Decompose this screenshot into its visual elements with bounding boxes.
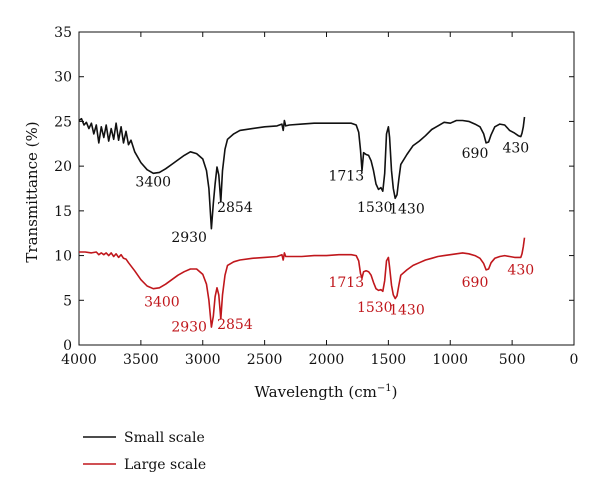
peak-label: 1430 bbox=[389, 303, 425, 319]
x-tick-label: 4000 bbox=[61, 352, 97, 368]
y-tick-label: 25 bbox=[54, 114, 72, 130]
x-tick-label: 2000 bbox=[309, 352, 345, 368]
x-tick-label: 500 bbox=[499, 352, 526, 368]
y-tick-label: 15 bbox=[54, 204, 72, 220]
peak-label: 430 bbox=[502, 141, 529, 157]
peak-label: 2930 bbox=[171, 230, 207, 246]
peak-label: 3400 bbox=[135, 175, 171, 191]
x-tick-label: 1500 bbox=[371, 352, 407, 368]
series-line-small-scale bbox=[78, 116, 526, 230]
y-tick-label: 30 bbox=[54, 70, 72, 86]
peak-label: 2930 bbox=[171, 320, 207, 336]
x-tick-label: 1000 bbox=[432, 352, 468, 368]
x-tick-label: 3000 bbox=[185, 352, 221, 368]
x-tick-label: 3500 bbox=[123, 352, 159, 368]
y-tick-label: 20 bbox=[54, 159, 72, 175]
y-axis: 0 5 10 15 20 25 30 35 bbox=[54, 25, 574, 354]
peak-label: 2854 bbox=[217, 317, 253, 333]
y-tick-label: 10 bbox=[54, 249, 72, 265]
y-axis-title: Transmittance (%) bbox=[23, 121, 41, 262]
series-layer bbox=[78, 116, 526, 328]
x-tick-label: 2500 bbox=[247, 352, 283, 368]
y-tick-label: 5 bbox=[63, 293, 72, 309]
peak-label: 2854 bbox=[217, 200, 253, 216]
peak-label: 3400 bbox=[144, 295, 180, 311]
peak-label: 1430 bbox=[389, 202, 425, 218]
peak-label: 430 bbox=[507, 262, 534, 278]
peak-label: 690 bbox=[462, 275, 489, 291]
x-axis-title: Wavelength (cm−1) bbox=[255, 383, 398, 401]
legend-label-large-scale: Large scale bbox=[124, 457, 206, 473]
y-tick-label: 35 bbox=[54, 25, 72, 41]
legend: Small scale Large scale bbox=[83, 430, 206, 473]
peak-label: 1713 bbox=[328, 275, 364, 291]
legend-label-small-scale: Small scale bbox=[124, 430, 205, 446]
peak-label: 690 bbox=[462, 146, 489, 162]
y-tick-label: 0 bbox=[63, 338, 72, 354]
x-tick-label: 0 bbox=[570, 352, 579, 368]
peak-label: 1713 bbox=[328, 168, 364, 184]
series-line-large-scale bbox=[79, 237, 526, 328]
peak-label: 1530 bbox=[357, 200, 393, 216]
x-axis: 4000 3500 3000 2500 2000 1500 1000 500 0 bbox=[61, 32, 578, 368]
peak-label: 1530 bbox=[357, 300, 393, 316]
